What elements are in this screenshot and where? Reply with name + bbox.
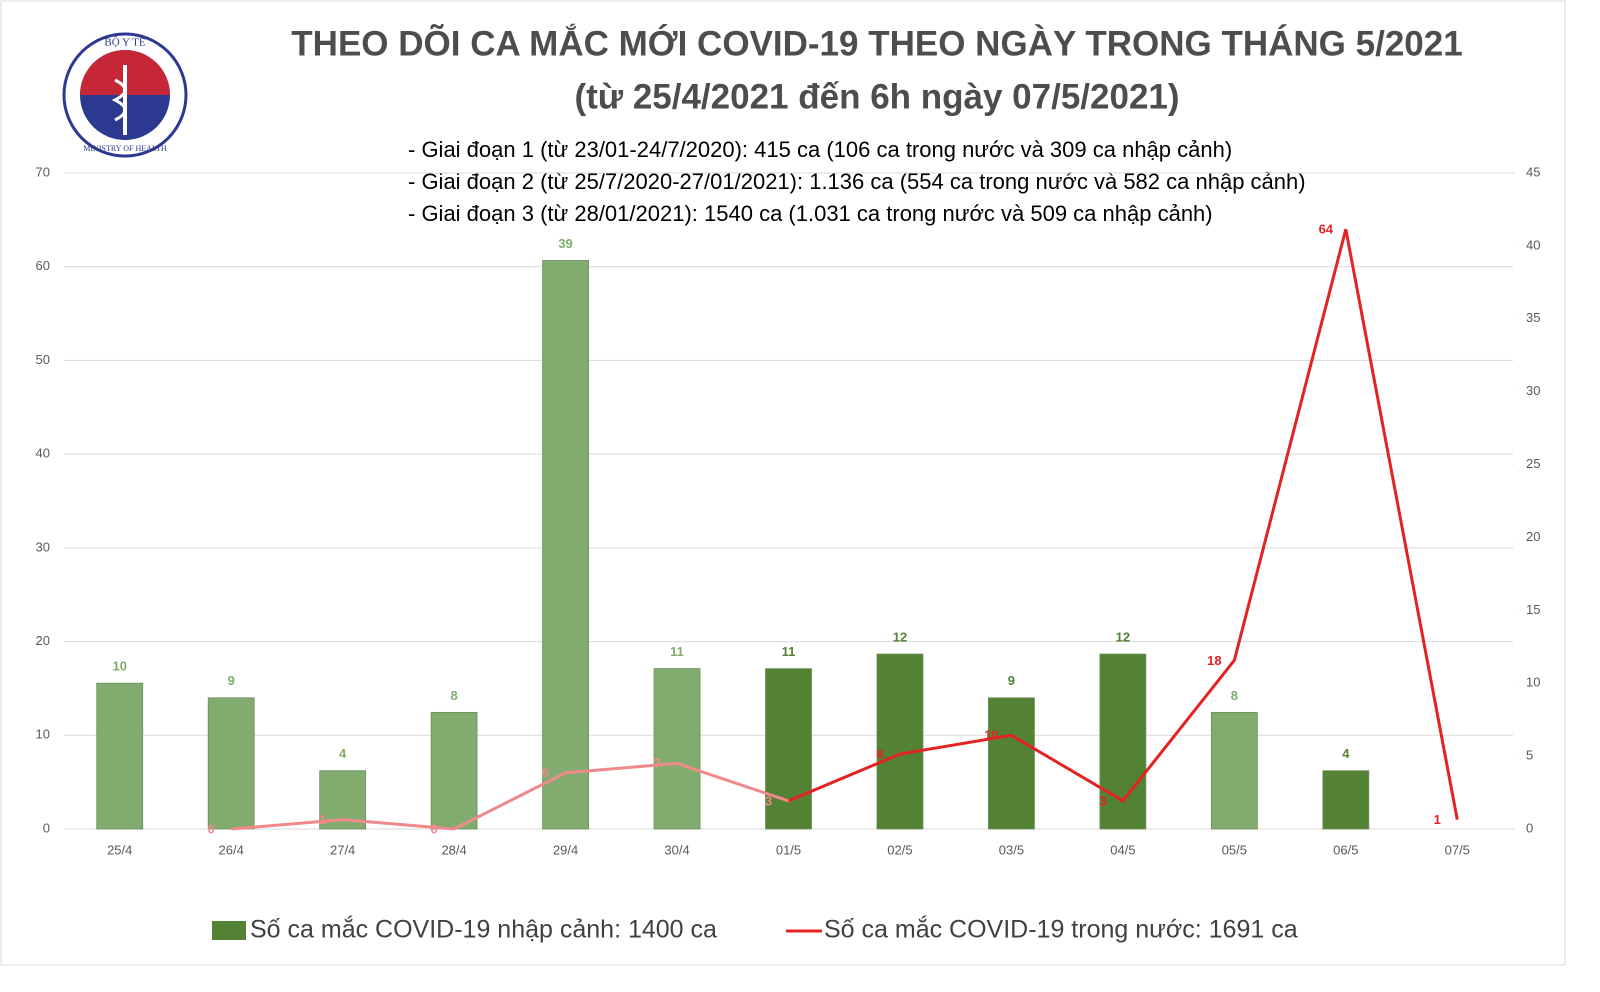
line-value-label: 1 <box>319 812 326 827</box>
x-tick-label: 07/5 <box>1445 842 1470 857</box>
legend-swatch <box>212 921 246 940</box>
line-value-label: 1 <box>1434 812 1441 827</box>
y2-tick-label: 35 <box>1526 310 1540 325</box>
y-tick-label: 50 <box>36 352 50 367</box>
bar <box>430 711 478 830</box>
bar <box>1210 711 1258 830</box>
logo-snake <box>111 78 127 122</box>
y2-tick-label: 30 <box>1526 383 1540 398</box>
bar-value-label: 39 <box>558 236 572 251</box>
line-value-label: 3 <box>1099 793 1106 808</box>
bar <box>96 682 144 830</box>
y2-tick-label: 40 <box>1526 237 1540 252</box>
bar-value-label: 11 <box>670 644 684 659</box>
bar-value-label: 8 <box>450 688 457 703</box>
x-tick-label: 01/5 <box>776 842 801 857</box>
y-tick-label: 70 <box>36 164 50 179</box>
logo-bottom-text: MINISTRY OF HEALTH <box>83 144 167 153</box>
chart-title: THEO DÕI CA MẮC MỚI COVID-19 THEO NGÀY T… <box>291 23 1462 63</box>
x-tick-label: 30/4 <box>664 842 689 857</box>
logo: BỘ Y TẾ MINISTRY OF HEALTH <box>62 32 188 158</box>
y-tick-label: 60 <box>36 258 50 273</box>
bar-value-label: 12 <box>1116 630 1130 645</box>
y-tick-label: 40 <box>36 446 50 461</box>
line-value-label: 0 <box>430 821 437 836</box>
bar <box>207 697 255 830</box>
bar-value-label: 10 <box>112 659 126 674</box>
x-tick-label: 25/4 <box>107 842 132 857</box>
y-tick-label: 0 <box>43 820 50 835</box>
legend-label: Số ca mắc COVID-19 trong nước: 1691 ca <box>824 915 1298 944</box>
bar <box>876 653 924 830</box>
y2-tick-label: 5 <box>1526 748 1533 763</box>
x-tick-label: 04/5 <box>1110 842 1135 857</box>
x-tick-label: 27/4 <box>330 842 355 857</box>
bar-value-label: 12 <box>893 630 907 645</box>
y-tick-label: 10 <box>36 727 50 742</box>
line-value-label: 3 <box>765 793 772 808</box>
x-tick-label: 29/4 <box>553 842 578 857</box>
bar <box>1322 770 1370 830</box>
annotation: - Giai đoạn 3 (từ 28/01/2021): 1540 ca (… <box>408 201 1213 226</box>
line <box>231 228 1459 831</box>
line-value-label: 0 <box>208 821 215 836</box>
x-tick-label: 02/5 <box>887 842 912 857</box>
x-tick-label: 05/5 <box>1222 842 1247 857</box>
line-value-label: 64 <box>1319 222 1334 237</box>
line-value-label: 8 <box>876 746 883 761</box>
chart-subtitle: (từ 25/4/2021 đến 6h ngày 07/5/2021) <box>574 77 1179 116</box>
bar-value-label: 8 <box>1231 688 1238 703</box>
bar-value-label: 11 <box>782 644 796 659</box>
y2-tick-label: 10 <box>1526 675 1540 690</box>
y2-tick-label: 25 <box>1526 456 1540 471</box>
bar <box>542 260 589 830</box>
line-value-label: 10 <box>984 728 998 743</box>
bar <box>653 668 701 830</box>
bar-value-label: 9 <box>228 673 235 688</box>
line-value-label: 18 <box>1207 653 1221 668</box>
annotation: - Giai đoạn 1 (từ 23/01-24/7/2020): 415 … <box>408 137 1232 162</box>
x-tick-label: 28/4 <box>441 842 466 857</box>
bar <box>765 668 812 830</box>
y-tick-label: 30 <box>36 539 50 554</box>
x-tick-label: 06/5 <box>1333 842 1358 857</box>
x-tick-label: 26/4 <box>219 842 244 857</box>
logo-top-text: BỘ Y TẾ <box>104 36 145 49</box>
line-value-label: 6 <box>542 765 549 780</box>
line-value-label: 7 <box>653 756 660 771</box>
y2-tick-label: 45 <box>1526 164 1540 179</box>
x-tick-label: 03/5 <box>999 842 1024 857</box>
bar-value-label: 9 <box>1008 673 1015 688</box>
bar <box>1099 653 1147 830</box>
bar <box>988 697 1035 830</box>
y2-tick-label: 15 <box>1526 602 1540 617</box>
y2-tick-label: 0 <box>1526 820 1533 835</box>
bar-value-label: 4 <box>1342 746 1350 761</box>
y-tick-label: 20 <box>36 633 50 648</box>
y2-tick-label: 20 <box>1526 529 1540 544</box>
legend-label: Số ca mắc COVID-19 nhập cảnh: 1400 ca <box>250 915 717 944</box>
bar-value-label: 4 <box>339 746 347 761</box>
